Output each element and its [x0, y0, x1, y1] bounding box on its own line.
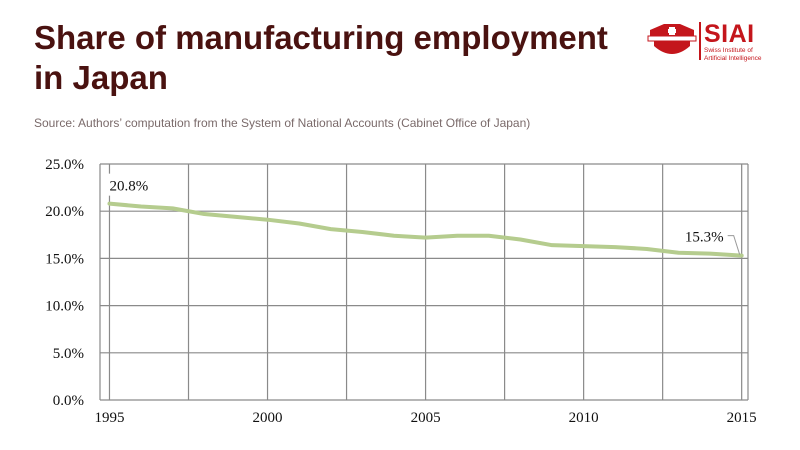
y-axis-ticks: 0.0% 5.0% 10.0% 15.0% 20.0% 25.0% [45, 157, 84, 409]
y-tick-label: 25.0% [45, 157, 84, 173]
y-tick-label: 15.0% [45, 251, 84, 267]
x-tick-label: 2015 [727, 410, 757, 426]
logo-name: SIAI [704, 20, 755, 48]
chart-series [107, 201, 744, 258]
page-title: Share of manufacturing employment in Jap… [34, 19, 608, 96]
annotation-background [107, 173, 168, 196]
x-tick-label: 2010 [569, 410, 599, 426]
chart-annotations: 20.8% 15.3% [107, 173, 741, 255]
annotation-label: 20.8% [109, 179, 148, 195]
source-note: Source: Authors’ computation from the Sy… [34, 116, 531, 130]
annotation-label: 15.3% [685, 230, 724, 246]
logo-subtitle: Swiss Institute of Artificial Intelligen… [704, 47, 784, 62]
line-chart: 0.0% 5.0% 10.0% 15.0% 20.0% 25.0% 1995 2000 200… [45, 157, 756, 426]
y-tick-label: 5.0% [53, 346, 84, 362]
annotation-leader [727, 235, 741, 255]
swiss-shield-icon [647, 24, 697, 54]
annotation-background [663, 225, 726, 246]
y-tick-label: 20.0% [45, 204, 84, 220]
logo-divider [699, 22, 701, 60]
logo-subtitle-line2: Artificial Intelligence [704, 54, 762, 62]
x-tick-label: 2005 [411, 410, 441, 426]
x-axis-ticks: 1995 2000 2005 2010 2015 [94, 410, 756, 426]
y-tick-label: 10.0% [45, 299, 84, 315]
y-tick-label: 0.0% [53, 393, 84, 409]
siai-logo: SIAI Swiss Institute of Artificial Intel… [646, 20, 776, 64]
x-tick-label: 1995 [94, 410, 124, 426]
x-tick-label: 2000 [253, 410, 283, 426]
logo-subtitle-line1: Swiss Institute of [704, 47, 753, 54]
chart-grid [99, 163, 749, 401]
